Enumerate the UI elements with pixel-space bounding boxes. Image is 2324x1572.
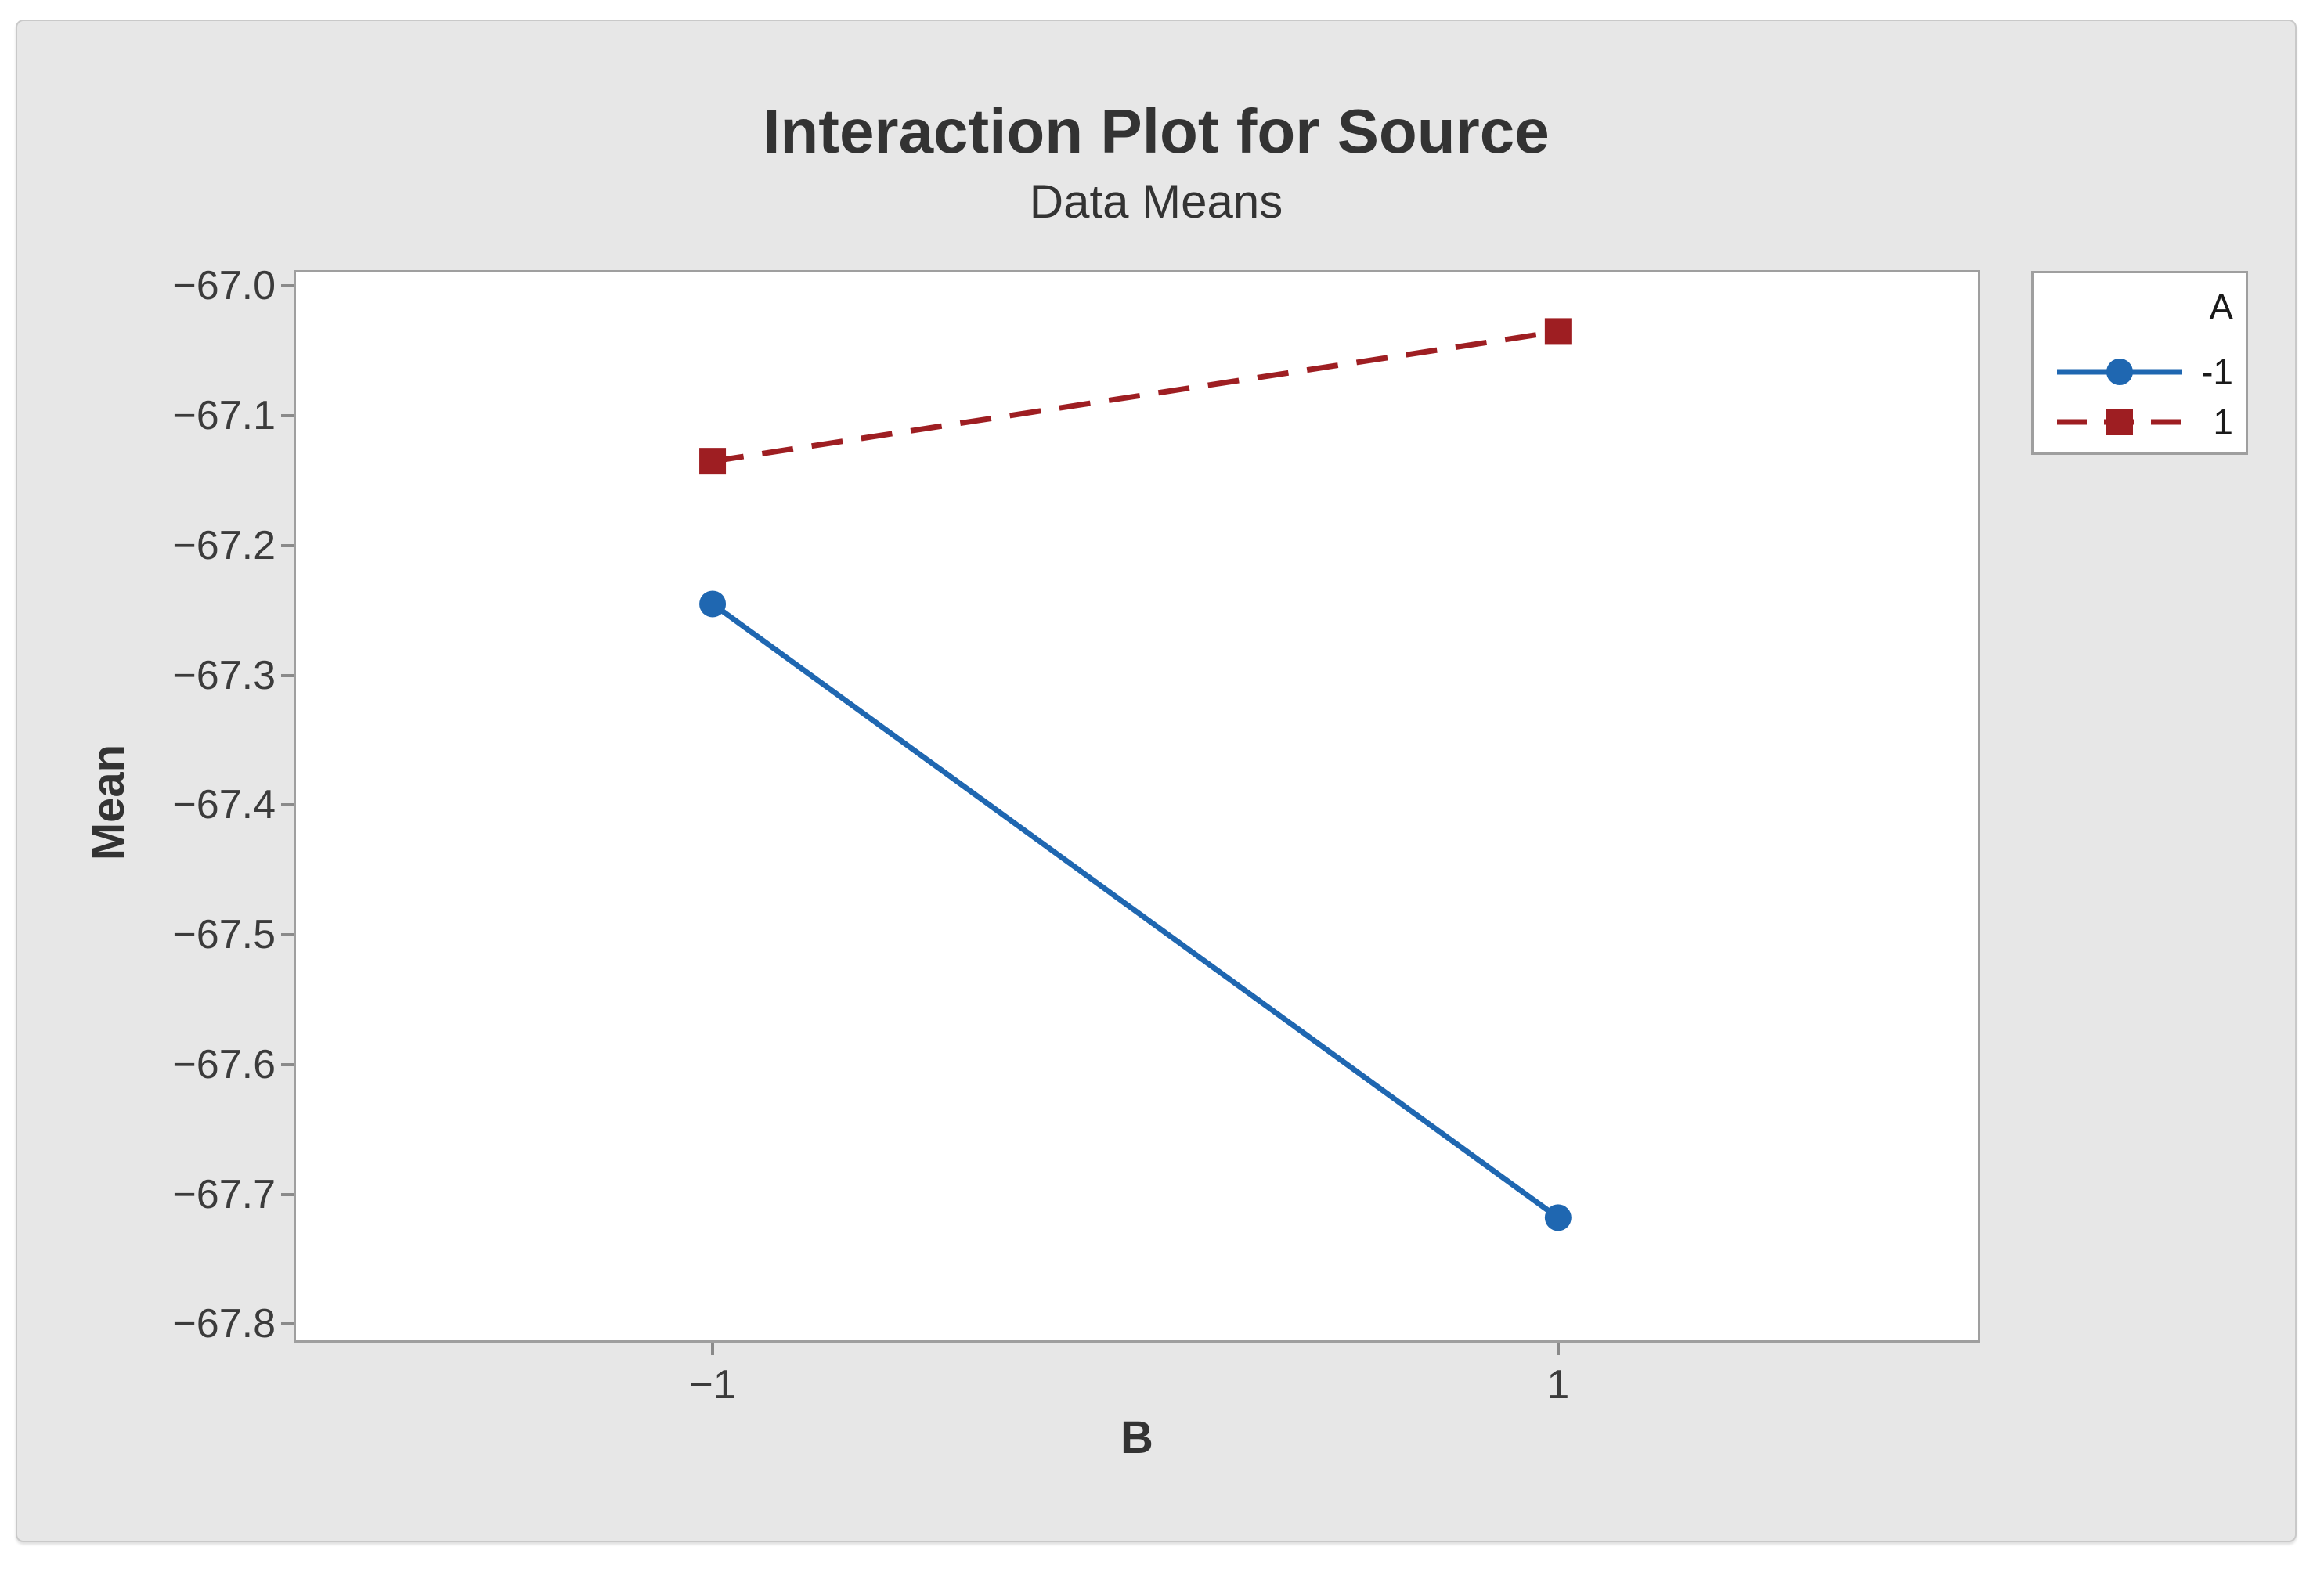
x-axis-title: B [1120, 1412, 1153, 1463]
y-tick-label: −67.7 [172, 1171, 276, 1217]
data-point-circle [1544, 1204, 1572, 1231]
y-tick-label: −67.3 [172, 652, 276, 698]
chart-subtitle: Data Means [1029, 175, 1283, 228]
y-tick-label: −67.6 [172, 1041, 276, 1087]
y-tick-label: −67.8 [172, 1301, 276, 1347]
y-tick-mark [281, 414, 294, 418]
y-tick-label: −67.5 [172, 912, 276, 958]
legend: A -1 1 [2031, 271, 2248, 455]
legend-item: -1 [2034, 347, 2246, 397]
y-tick-mark [281, 1062, 294, 1066]
legend-items: -1 1 [2034, 347, 2246, 447]
legend-title: A [2209, 287, 2233, 327]
legend-label: -1 [2201, 352, 2233, 392]
x-tick-mark [1556, 1343, 1560, 1355]
y-tick-mark [281, 933, 294, 937]
y-tick-label: −67.2 [172, 522, 276, 568]
figure-panel: Interaction Plot for Source Data Means −… [16, 20, 2297, 1542]
legend-item: 1 [2034, 397, 2246, 447]
y-tick-mark [281, 543, 294, 547]
y-tick-mark [281, 803, 294, 807]
y-tick-label: −67.1 [172, 393, 276, 439]
legend-marker-square [2106, 409, 2133, 435]
data-point-square [699, 448, 727, 475]
series-A-minus1 [699, 590, 1572, 1231]
y-tick-label: −67.4 [172, 782, 276, 828]
plot-canvas [699, 318, 1572, 1231]
y-tick-mark [281, 673, 294, 677]
series-A-1 [699, 318, 1572, 475]
plot-area [294, 270, 1980, 1343]
data-point-square [1544, 318, 1572, 345]
y-tick-mark [281, 1322, 294, 1326]
y-axis-title: Mean [83, 744, 134, 861]
x-tick-label: 1 [1546, 1362, 1570, 1408]
legend-marker-circle [2106, 359, 2133, 385]
y-tick-mark [281, 284, 294, 288]
chart-title: Interaction Plot for Source [763, 96, 1550, 166]
series-line [712, 328, 1559, 464]
x-tick-label: −1 [689, 1362, 736, 1408]
legend-label: 1 [2213, 402, 2233, 442]
series-line [711, 601, 1560, 1220]
y-tick-label: −67.0 [172, 263, 276, 309]
y-tick-mark [281, 1192, 294, 1196]
legend-swatch-circle [2057, 359, 2182, 385]
data-point-circle [699, 590, 727, 618]
x-tick-mark [711, 1343, 715, 1355]
legend-swatch-square [2057, 409, 2182, 435]
